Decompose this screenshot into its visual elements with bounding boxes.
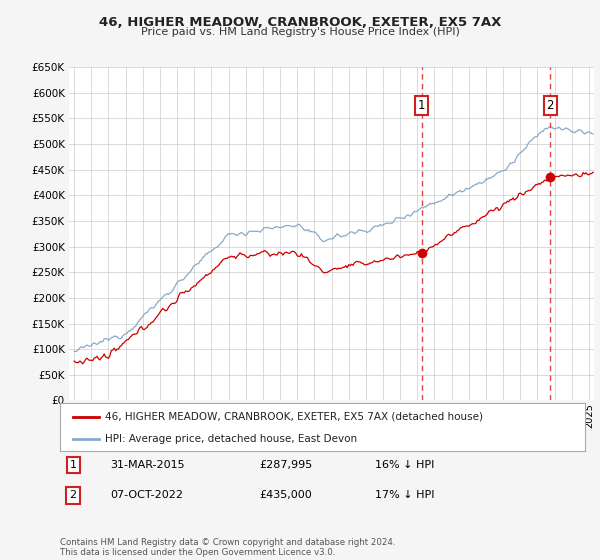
Text: 46, HIGHER MEADOW, CRANBROOK, EXETER, EX5 7AX: 46, HIGHER MEADOW, CRANBROOK, EXETER, EX… bbox=[99, 16, 501, 29]
Text: 16% ↓ HPI: 16% ↓ HPI bbox=[375, 460, 434, 470]
Text: 2: 2 bbox=[547, 99, 554, 112]
Text: 2: 2 bbox=[70, 491, 77, 501]
Text: 46, HIGHER MEADOW, CRANBROOK, EXETER, EX5 7AX (detached house): 46, HIGHER MEADOW, CRANBROOK, EXETER, EX… bbox=[104, 412, 482, 422]
Text: Contains HM Land Registry data © Crown copyright and database right 2024.
This d: Contains HM Land Registry data © Crown c… bbox=[60, 538, 395, 557]
Text: £435,000: £435,000 bbox=[260, 491, 312, 501]
Text: Price paid vs. HM Land Registry's House Price Index (HPI): Price paid vs. HM Land Registry's House … bbox=[140, 27, 460, 37]
Text: 17% ↓ HPI: 17% ↓ HPI bbox=[375, 491, 434, 501]
Text: 1: 1 bbox=[70, 460, 77, 470]
Text: 07-OCT-2022: 07-OCT-2022 bbox=[110, 491, 183, 501]
Text: 1: 1 bbox=[418, 99, 425, 112]
Text: 31-MAR-2015: 31-MAR-2015 bbox=[110, 460, 185, 470]
Text: £287,995: £287,995 bbox=[260, 460, 313, 470]
Text: HPI: Average price, detached house, East Devon: HPI: Average price, detached house, East… bbox=[104, 434, 357, 444]
